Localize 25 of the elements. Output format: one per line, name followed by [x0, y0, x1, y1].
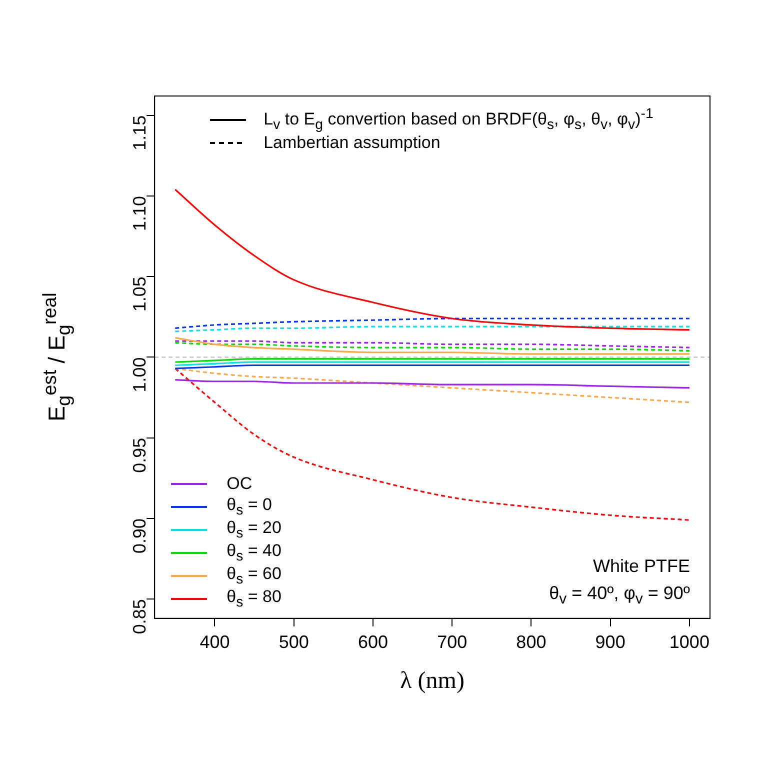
- text: L$_{v}$ to E$_{g}$ convertion based on BRDF(θ$_{s}$, φ$_{s}$, θ$_{v}$, φ$_{v}$)$^{-1}$: [264, 106, 654, 134]
- x-tick-label: 700: [437, 632, 468, 652]
- legend-label: θ$_{s}$ = 60: [226, 564, 282, 588]
- y-tick-label: 1.05: [130, 276, 150, 312]
- x-tick-label: 800: [516, 632, 546, 652]
- legend-label: θ$_{s}$ = 40: [226, 541, 282, 565]
- x-tick-label: 400: [200, 632, 230, 652]
- legend-label: θ$_{s}$ = 0: [226, 495, 272, 519]
- legend-label: θ$_{s}$ = 20: [226, 518, 282, 542]
- x-tick-label: 500: [278, 632, 309, 652]
- y-tick-label: 0.95: [130, 438, 150, 473]
- y-tick-label: 0.85: [130, 599, 150, 634]
- annotation: Lambertian assumption: [264, 133, 440, 153]
- y-tick-label: 1.15: [130, 115, 150, 150]
- y-tick-label: 1.00: [130, 357, 150, 392]
- x-tick-label: 1000: [669, 632, 710, 652]
- x-tick-label: 600: [358, 632, 388, 652]
- y-tick-label: 0.90: [130, 518, 150, 554]
- y-tick-label: 1.10: [130, 196, 150, 232]
- legend-label: θ$_{s}$ = 80: [226, 587, 282, 611]
- legend-label: OC: [226, 474, 252, 494]
- x-tick-label: 900: [595, 632, 626, 652]
- annotation: θ$_{v}$ = 40º, φ$_{v}$ = 90º: [549, 583, 690, 608]
- annotation: White PTFE: [592, 556, 690, 578]
- x-axis-title: λ (nm): [400, 668, 464, 696]
